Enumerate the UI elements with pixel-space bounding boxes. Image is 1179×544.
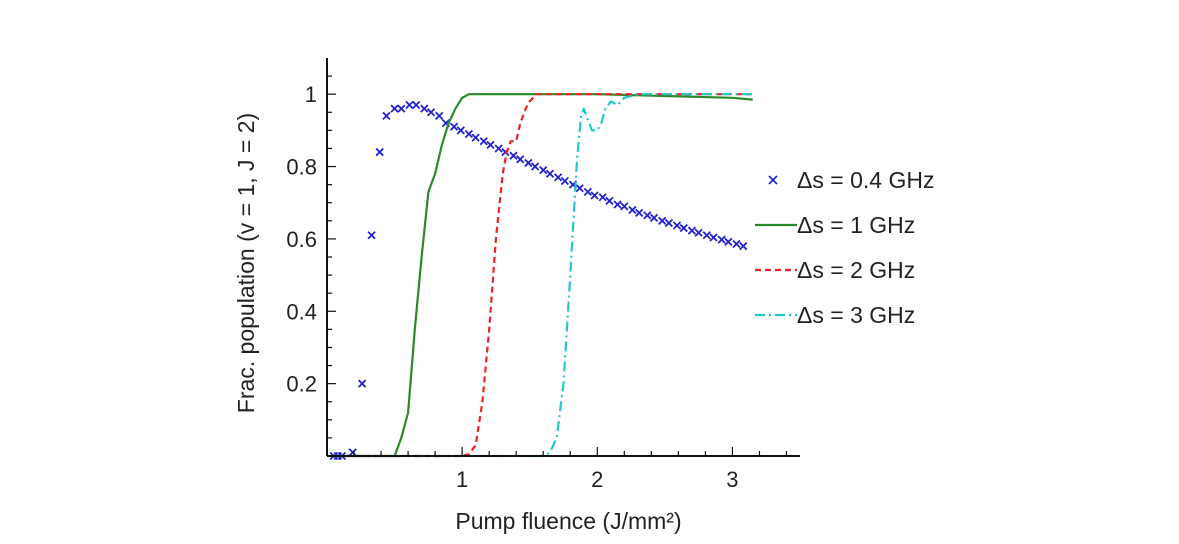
data-point xyxy=(426,108,436,117)
series-line-1 xyxy=(333,93,753,458)
data-point xyxy=(358,379,367,388)
legend-item: Δs = 2 GHz xyxy=(755,257,915,283)
data-point xyxy=(456,126,465,135)
x-tick-label: 1 xyxy=(456,467,468,492)
data-point xyxy=(449,122,459,131)
data-point xyxy=(658,216,667,225)
y-tick-label: 0.8 xyxy=(286,155,317,180)
x-tick-label: 3 xyxy=(726,467,738,492)
data-point xyxy=(435,111,444,121)
data-point xyxy=(516,155,525,164)
data-point xyxy=(471,133,480,142)
data-point xyxy=(687,226,697,235)
y-axis-title: Frac. population (v = 1, J = 2) xyxy=(233,113,259,413)
data-point xyxy=(635,208,644,217)
data-point xyxy=(420,104,429,113)
data-point xyxy=(620,202,629,211)
data-point xyxy=(397,104,406,113)
axes-layer xyxy=(326,58,800,457)
data-point xyxy=(405,100,414,110)
data-point xyxy=(382,111,391,121)
data-point xyxy=(560,176,569,186)
data-point xyxy=(613,200,622,209)
series-layer xyxy=(329,93,753,461)
series-line-2 xyxy=(333,93,753,458)
data-point xyxy=(494,144,503,153)
data-point xyxy=(732,239,741,249)
legend-label: Δs = 2 GHz xyxy=(797,257,915,283)
data-point xyxy=(672,221,682,230)
data-point xyxy=(628,205,637,215)
data-point xyxy=(348,448,357,457)
data-point xyxy=(464,129,474,139)
data-point xyxy=(545,169,555,178)
data-point xyxy=(524,158,533,168)
series-markers-0 xyxy=(329,100,748,461)
y-tick-label: 0.4 xyxy=(286,299,317,324)
data-point xyxy=(605,196,614,206)
data-point xyxy=(702,231,711,240)
data-point xyxy=(575,184,584,193)
data-point xyxy=(509,151,518,160)
data-point xyxy=(367,231,376,240)
data-point xyxy=(375,147,384,157)
legend-swatch xyxy=(768,175,778,185)
ticks-layer: 1 2 3 0.2 0.4 0.6 0.8 1 xyxy=(286,75,788,492)
data-point xyxy=(664,218,674,228)
data-point xyxy=(530,162,540,171)
data-point xyxy=(649,213,659,223)
data-point xyxy=(412,100,421,110)
data-point xyxy=(590,191,599,200)
data-point xyxy=(583,187,592,197)
legend-label: Δs = 3 GHz xyxy=(797,302,915,328)
data-point xyxy=(643,211,652,220)
y-tick-label: 0.6 xyxy=(286,227,317,252)
legend-label: Δs = 0.4 GHz xyxy=(797,167,934,193)
data-point xyxy=(553,173,563,182)
data-point xyxy=(717,235,726,244)
data-point xyxy=(709,233,718,242)
data-point xyxy=(598,193,607,202)
y-tick-label: 1 xyxy=(305,82,317,107)
data-point xyxy=(539,166,548,175)
legend: Δs = 0.4 GHz Δs = 1 GHz Δs = 2 GHz Δs = 3 G… xyxy=(755,167,934,328)
data-point xyxy=(486,140,495,149)
data-point xyxy=(479,137,488,146)
data-point xyxy=(724,237,733,246)
x-axis-title: Pump fluence (J/mm²) xyxy=(455,508,681,534)
legend-label: Δs = 1 GHz xyxy=(797,212,915,238)
data-point xyxy=(679,223,688,233)
legend-item: Δs = 3 GHz xyxy=(755,302,915,328)
data-point xyxy=(739,242,748,251)
legend-item: Δs = 0.4 GHz xyxy=(768,167,934,193)
data-point xyxy=(390,104,399,113)
data-point xyxy=(694,228,703,237)
x-tick-label: 2 xyxy=(591,467,603,492)
series-line-3 xyxy=(333,93,753,458)
y-tick-label: 0.2 xyxy=(286,372,317,397)
legend-item: Δs = 1 GHz xyxy=(755,212,915,238)
